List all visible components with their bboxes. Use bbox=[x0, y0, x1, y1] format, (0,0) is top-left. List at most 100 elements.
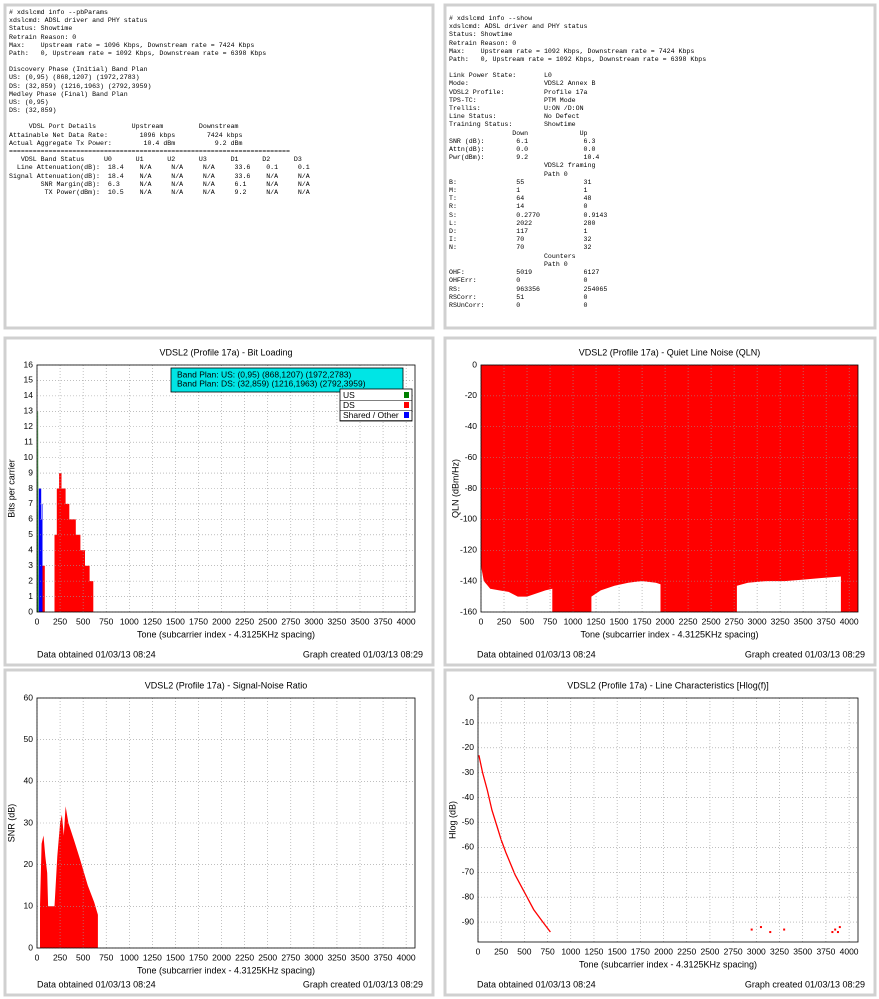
x-axis-label: Tone (subcarrier index - 4.3125KHz spaci… bbox=[137, 629, 315, 639]
chart-title: VDSL2 (Profile 17a) - Line Characteristi… bbox=[567, 680, 769, 690]
y-tick-label: 0 bbox=[28, 942, 33, 952]
x-tick-label: 4000 bbox=[840, 616, 859, 626]
y-tick-label: -50 bbox=[462, 817, 475, 827]
x-tick-label: 3000 bbox=[304, 616, 323, 626]
y-tick-label: 13 bbox=[24, 406, 34, 416]
x-tick-label: 1500 bbox=[608, 946, 627, 956]
output-line: # xdslcmd info --show bbox=[449, 15, 533, 22]
output-line: Attn(dB): 0.0 0.0 bbox=[449, 146, 596, 154]
y-axis-label: SNR (dB) bbox=[6, 804, 16, 843]
y-tick-label: -60 bbox=[465, 452, 478, 462]
x-tick-label: 1500 bbox=[166, 616, 185, 626]
x-tick-label: 0 bbox=[35, 952, 40, 962]
plot-frame bbox=[480, 364, 859, 613]
x-axis-label: Tone (subcarrier index - 4.3125KHz spaci… bbox=[579, 959, 757, 969]
y-tick-label: 0 bbox=[28, 606, 33, 616]
x-tick-label: 3000 bbox=[747, 946, 766, 956]
output-line: Link Power State: L0 bbox=[449, 72, 552, 80]
panel bbox=[3, 3, 435, 330]
y-tick-label: 1 bbox=[28, 591, 33, 601]
x-tick-label: 2500 bbox=[258, 952, 277, 962]
x-tick-label: 2250 bbox=[679, 616, 698, 626]
legend-swatch bbox=[404, 392, 409, 398]
terminal-output: # xdslcmd info --show xdslcmd: ADSL drive… bbox=[449, 15, 871, 325]
y-tick-label: -40 bbox=[465, 421, 478, 431]
output-line: Down Up bbox=[449, 129, 588, 137]
y-tick-label: -20 bbox=[465, 390, 478, 400]
x-tick-label: 750 bbox=[540, 946, 554, 956]
x-tick-label: 4000 bbox=[840, 946, 859, 956]
x-tick-label: 1000 bbox=[120, 952, 139, 962]
y-tick-label: 60 bbox=[24, 692, 34, 702]
output-line: SNR Margin(dB): 6.3 N/A N/A N/A 6.1 N/A … bbox=[9, 180, 310, 188]
x-tick-label: 2000 bbox=[654, 946, 673, 956]
chart: VDSL2 (Profile 17a) - Quiet Line Noise (… bbox=[450, 347, 865, 659]
series-group bbox=[40, 806, 98, 948]
band-plan-box bbox=[170, 367, 404, 393]
footer-left: Data obtained 01/03/13 08:24 bbox=[37, 649, 156, 659]
x-tick-label: 2000 bbox=[212, 952, 231, 962]
x-tick-label: 2250 bbox=[677, 946, 696, 956]
plot-frame bbox=[477, 697, 859, 943]
footer-left: Data obtained 01/03/13 08:24 bbox=[37, 979, 156, 989]
y-tick-label: 10 bbox=[24, 901, 34, 911]
output-block: # xdslcmd info --show xdslcmd: ADSL drive… bbox=[449, 15, 871, 64]
output-line: ========================================… bbox=[9, 148, 290, 156]
y-tick-label: -40 bbox=[462, 792, 475, 802]
output-block: VDSL Port Details Upstream Downstream Att… bbox=[9, 123, 429, 197]
data-point bbox=[750, 928, 753, 931]
x-tick-label: 750 bbox=[99, 616, 113, 626]
y-tick-label: -90 bbox=[462, 916, 475, 926]
output-line: Training Status: Showtime bbox=[449, 121, 576, 129]
x-tick-label: 500 bbox=[76, 616, 90, 626]
x-tick-label: 500 bbox=[76, 952, 90, 962]
x-tick-label: 1000 bbox=[120, 616, 139, 626]
y-tick-label: -10 bbox=[462, 717, 475, 727]
data-point bbox=[838, 926, 841, 929]
data-point bbox=[831, 931, 834, 934]
area bbox=[41, 473, 94, 612]
data-point bbox=[836, 931, 839, 934]
output-line: Signal Attenuation(dB): 18.4 N/A N/A N/A… bbox=[9, 172, 310, 180]
y-tick-label: 20 bbox=[24, 859, 34, 869]
output-line: N: 70 32 bbox=[449, 244, 592, 252]
output-line: VDSL Band Status U0 U1 U2 U3 D1 D2 D3 bbox=[9, 156, 302, 164]
y-tick-label: -140 bbox=[460, 575, 477, 585]
plot-frame bbox=[36, 697, 416, 949]
y-tick-label: 2 bbox=[28, 575, 33, 585]
area bbox=[37, 411, 39, 612]
output-line: TX Power(dBm): 10.5 N/A N/A N/A 9.2 N/A … bbox=[9, 189, 310, 197]
output-line: Medley Phase (Final) Band Plan bbox=[9, 90, 128, 98]
y-tick-label: 15 bbox=[24, 375, 34, 385]
x-tick-label: 750 bbox=[543, 616, 557, 626]
x-tick-label: 1000 bbox=[564, 616, 583, 626]
x-tick-label: 2750 bbox=[725, 616, 744, 626]
data-point bbox=[783, 928, 786, 931]
y-tick-label: -100 bbox=[460, 514, 477, 524]
x-tick-label: 2750 bbox=[281, 616, 300, 626]
x-tick-label: 1750 bbox=[633, 616, 652, 626]
output-line: R: 14 0 bbox=[449, 203, 588, 211]
series-group bbox=[481, 365, 858, 612]
y-tick-label: 40 bbox=[24, 776, 34, 786]
footer-left: Data obtained 01/03/13 08:24 bbox=[477, 649, 596, 659]
y-tick-label: -60 bbox=[462, 842, 475, 852]
x-tick-label: 1250 bbox=[143, 616, 162, 626]
x-tick-label: 3250 bbox=[771, 616, 790, 626]
x-tick-label: 250 bbox=[497, 616, 511, 626]
output-line: Max: Upstream rate = 1096 Kbps, Downstre… bbox=[9, 41, 255, 49]
output-line: Mode: VDSL2 Annex B bbox=[449, 80, 596, 88]
output-line: L: 2022 280 bbox=[449, 219, 596, 227]
output-line: Trellis: U:ON /D:ON bbox=[449, 105, 584, 113]
y-tick-label: -80 bbox=[465, 483, 478, 493]
y-tick-label: 4 bbox=[28, 545, 33, 555]
output-line: OHFErr: 0 0 bbox=[449, 277, 588, 285]
x-tick-label: 2000 bbox=[656, 616, 675, 626]
output-line: Retrain Reason: 0 bbox=[449, 39, 517, 47]
output-line: DS: (32,859) bbox=[9, 107, 57, 115]
y-tick-label: 0 bbox=[469, 692, 474, 702]
x-tick-label: 3500 bbox=[793, 946, 812, 956]
y-tick-label: 9 bbox=[28, 467, 33, 477]
output-line: # xdslcmd info --pbParams bbox=[9, 9, 108, 16]
output-line: VDSL2 Profile: Profile 17a bbox=[449, 88, 588, 96]
